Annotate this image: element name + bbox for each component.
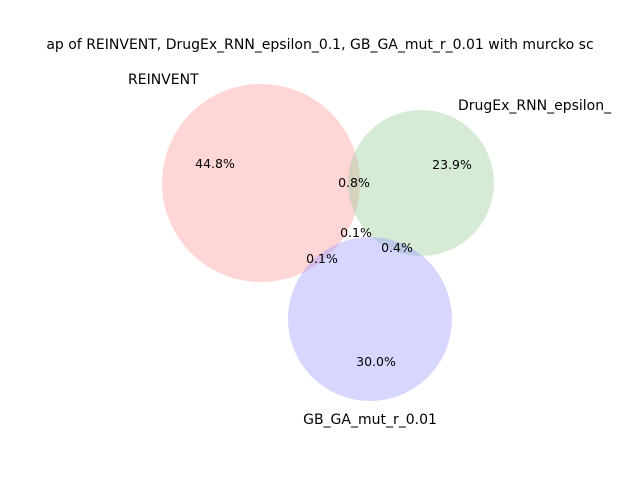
region-label-reinvent-only: 44.8% [195, 156, 235, 171]
region-label-reinvent-drugex: 0.8% [338, 175, 370, 190]
circle-reinvent [162, 84, 360, 282]
region-label-gbga-only: 30.0% [356, 354, 396, 369]
region-label-drugex-only: 23.9% [432, 157, 472, 172]
circle-gbga [288, 237, 452, 401]
set-label-reinvent: REINVENT [128, 72, 199, 88]
figure-title: ap of REINVENT, DrugEx_RNN_epsilon_0.1, … [46, 37, 593, 53]
region-label-drugex-gbga: 0.4% [381, 240, 413, 255]
set-label-drugex: DrugEx_RNN_epsilon_ [458, 98, 612, 114]
circle-drugex [348, 110, 494, 256]
set-label-gbga: GB_GA_mut_r_0.01 [303, 412, 437, 428]
region-label-all-three: 0.1% [340, 225, 372, 240]
region-label-reinvent-gbga: 0.1% [306, 251, 338, 266]
circles [162, 84, 494, 401]
